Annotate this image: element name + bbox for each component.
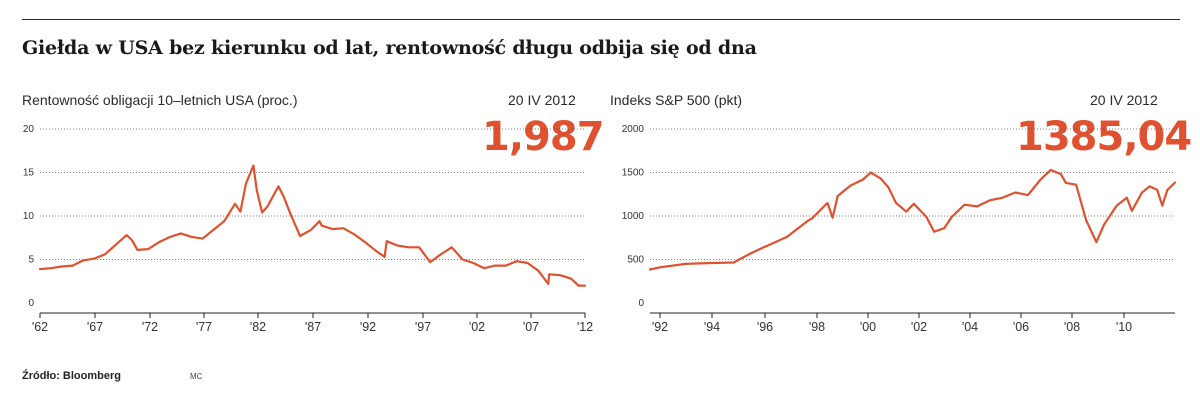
x-tick-label: '77 (196, 320, 212, 334)
x-tick-label: '94 (704, 320, 720, 334)
y-tick-label: 500 (627, 255, 644, 266)
y-tick-label: 1500 (622, 168, 645, 179)
x-tick-label: '82 (250, 320, 266, 334)
left-chart-date: 20 IV 2012 (508, 92, 576, 108)
series-line (38, 164, 587, 287)
y-tick-label: 2000 (622, 124, 645, 135)
author-credit: MC (190, 372, 203, 381)
y-tick-label: 10 (23, 211, 35, 222)
x-tick-label: '97 (415, 320, 431, 334)
x-tick-label: '98 (809, 320, 825, 334)
right-chart-date: 20 IV 2012 (1090, 92, 1158, 108)
y-tick-label: 0 (28, 298, 34, 309)
x-tick-label: '10 (1116, 320, 1132, 334)
right-chart-title: Indeks S&P 500 (pkt) (610, 92, 743, 108)
x-tick-label: '02 (911, 320, 927, 334)
x-tick-label: '87 (305, 320, 321, 334)
source-note: Źródło: Bloomberg (22, 370, 121, 382)
left-chart-title: Rentowność obligacji 10–letnich USA (pro… (22, 92, 298, 108)
series-line (648, 168, 1177, 271)
y-tick-label: 15 (23, 168, 35, 179)
x-tick-label: '02 (469, 320, 485, 334)
top-rule (22, 19, 1180, 20)
x-tick-label: '12 (577, 320, 593, 334)
x-tick-label: '62 (32, 320, 48, 334)
y-tick-label: 20 (23, 124, 35, 135)
y-tick-label: 0 (638, 298, 644, 309)
right-chart-highlight-value: 1385,04 (1016, 114, 1192, 160)
x-tick-label: '72 (142, 320, 158, 334)
x-tick-label: '06 (1013, 320, 1029, 334)
x-tick-label: '08 (1064, 320, 1080, 334)
x-tick-label: '00 (860, 320, 876, 334)
x-tick-label: '07 (523, 320, 539, 334)
headline: Giełda w USA bez kierunku od lat, rentow… (22, 37, 757, 59)
y-tick-label: 5 (28, 255, 34, 266)
x-tick-label: '67 (87, 320, 103, 334)
x-tick-label: '96 (757, 320, 773, 334)
x-tick-label: '92 (360, 320, 376, 334)
x-tick-label: '04 (962, 320, 978, 334)
x-tick-label: '92 (652, 320, 668, 334)
y-tick-label: 1000 (622, 211, 645, 222)
left-chart-highlight-value: 1,987 (482, 114, 605, 160)
